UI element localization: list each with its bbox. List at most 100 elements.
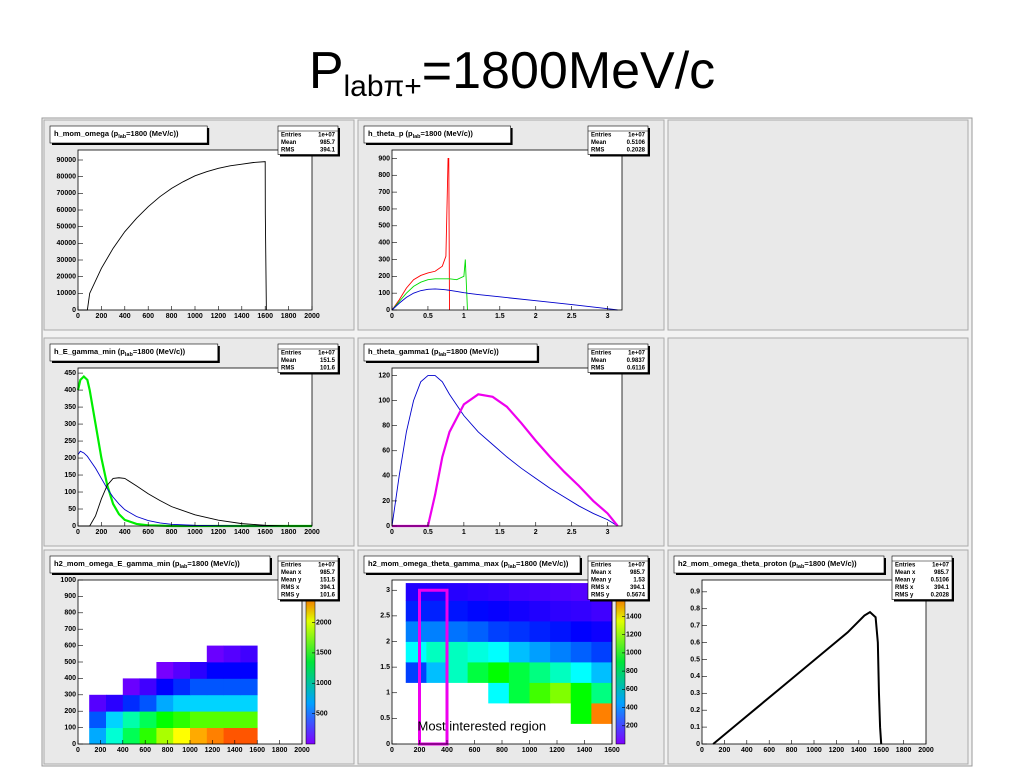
x-tick-label: 1.5 — [495, 313, 505, 320]
stats-value: 1.53 — [633, 578, 645, 584]
title-box — [363, 555, 581, 574]
title-part: h_theta_gamma1 (p — [368, 347, 439, 356]
stats-value: 1e+07 — [318, 351, 336, 357]
y-tick-label: 400 — [64, 387, 76, 394]
heatmap-cell — [190, 662, 208, 679]
heatmap-cell — [405, 583, 427, 601]
pad-title: h_theta_p (plab=1800 (MeV/c)) — [368, 129, 473, 140]
x-tick-label: 200 — [719, 747, 731, 754]
heatmap-cell — [550, 583, 572, 601]
pad: 0 0.5 1 1.5 2 2.5 3 0 100 200 300 400 500 600 700 800 90… — [357, 119, 665, 331]
stats-value: 0.6116 — [627, 366, 646, 372]
x-tick-label: 1400 — [577, 747, 593, 754]
y-tick-label: 200 — [64, 708, 76, 715]
heatmap-cell — [89, 694, 107, 712]
x-tick-label: 2 — [534, 529, 538, 536]
pad-title: h_mom_omega (plab=1800 (MeV/c)) — [54, 129, 179, 140]
y-tick-label: 100 — [64, 489, 76, 496]
x-tick-label: 800 — [496, 747, 508, 754]
stats-value: 1e+07 — [932, 563, 950, 569]
x-tick-label: 0 — [390, 747, 394, 754]
heatmap-cell — [508, 641, 530, 663]
title-part: =1800 (MeV/c)) — [133, 347, 186, 356]
heatmap-cell — [405, 662, 427, 683]
heatmap-cell — [529, 583, 551, 601]
y-tick-label: 50000 — [57, 224, 77, 231]
heatmap-cell — [508, 682, 530, 704]
pad-title: h_E_gamma_min (plab=1800 (MeV/c)) — [54, 347, 186, 358]
heatmap-cell — [206, 727, 224, 745]
heatmap-cell — [223, 694, 241, 712]
x-tick-label: 0 — [76, 313, 80, 320]
stats-label: Mean x — [281, 570, 302, 576]
heatmap-cell — [405, 621, 427, 642]
stats-box — [277, 555, 339, 600]
heatmap-cell — [447, 662, 469, 683]
x-tick-label: 1800 — [281, 313, 297, 320]
series-line — [78, 161, 267, 311]
stats-value: 0.9837 — [627, 358, 646, 364]
y-tick-label: 0.6 — [690, 639, 700, 646]
heatmap-cell — [591, 703, 613, 724]
heatmap-cell — [508, 621, 530, 642]
y-tick-label: 600 — [64, 642, 76, 649]
z-tick-label: 1000 — [316, 680, 332, 687]
z-tick-label: 600 — [626, 686, 638, 693]
heatmap-cell — [426, 600, 448, 622]
pad: 0 200 400 600 800 1000 1200 1400 1600 1800 2000010… — [43, 119, 355, 331]
x-tick-label: 400 — [117, 747, 129, 754]
x-tick-label: 200 — [414, 747, 426, 754]
y-tick-label: 0.2 — [690, 707, 700, 714]
title-part: h_theta_p (p — [368, 129, 413, 138]
x-tick-label: 0 — [390, 529, 394, 536]
y-tick-label: 0.7 — [690, 622, 700, 629]
pad-title: h2_mom_omega_E_gamma_min (plab=1800 (MeV… — [54, 559, 240, 570]
heatmap-cell — [570, 682, 592, 704]
title-main: P — [309, 42, 344, 100]
y-tick-label: 150 — [64, 472, 76, 479]
stats-value: 0.5106 — [627, 140, 646, 146]
heatmap-cell — [206, 711, 224, 728]
y-tick-label: 40000 — [57, 240, 77, 247]
title-part: =1800 (MeV/c)) — [187, 559, 240, 568]
stats-value: 151.5 — [320, 578, 336, 584]
x-tick-label: 1200 — [205, 747, 221, 754]
y-tick-label: 350 — [64, 404, 76, 411]
heatmap-cell — [139, 678, 157, 696]
plot-area — [78, 368, 312, 526]
stats-value: 101.6 — [320, 593, 336, 599]
heatmap-cell — [426, 583, 448, 601]
plot-frame — [391, 367, 623, 527]
y-tick-label: 0.8 — [690, 606, 700, 613]
x-tick-label: 1000 — [522, 747, 538, 754]
y-tick-label: 0.5 — [380, 715, 390, 722]
heatmap-cell — [570, 703, 592, 724]
heatmap-cell — [570, 600, 592, 622]
pad: 0 0.5 1 1.5 2 2.5 3 0 20 40 60 80 100 120 h_theta_gamm… — [357, 337, 665, 547]
heatmap-cell — [426, 641, 448, 663]
heatmap-cell — [550, 641, 572, 663]
title-part: =1800 (MeV/c)) — [446, 347, 499, 356]
y-tick-label: 400 — [378, 239, 390, 246]
y-tick-label: 0 — [386, 741, 390, 748]
heatmap-cell — [106, 711, 124, 728]
stats-label: Mean y — [591, 578, 612, 584]
x-tick-label: 1200 — [211, 529, 227, 536]
stats-value: 151.5 — [320, 358, 336, 364]
stats-label: RMS y — [591, 593, 610, 599]
heatmap-cell — [488, 583, 510, 601]
heatmap-cell — [488, 682, 510, 704]
slide-title: Plabπ+=1800MeV/c — [309, 42, 715, 103]
y-tick-label: 40 — [382, 473, 390, 480]
y-tick-label: 800 — [378, 172, 390, 179]
heatmap-cell — [591, 621, 613, 642]
y-tick-label: 400 — [64, 675, 76, 682]
heatmap-cell — [206, 694, 224, 712]
title-part: =1800 (MeV/c)) — [804, 559, 857, 568]
y-tick-label: 50 — [68, 506, 76, 513]
y-tick-label: 30000 — [57, 257, 77, 264]
y-tick-label: 90000 — [57, 157, 77, 164]
y-tick-label: 0.9 — [690, 589, 700, 596]
stats-value: 1e+07 — [318, 563, 336, 569]
y-tick-label: 10000 — [57, 290, 77, 297]
